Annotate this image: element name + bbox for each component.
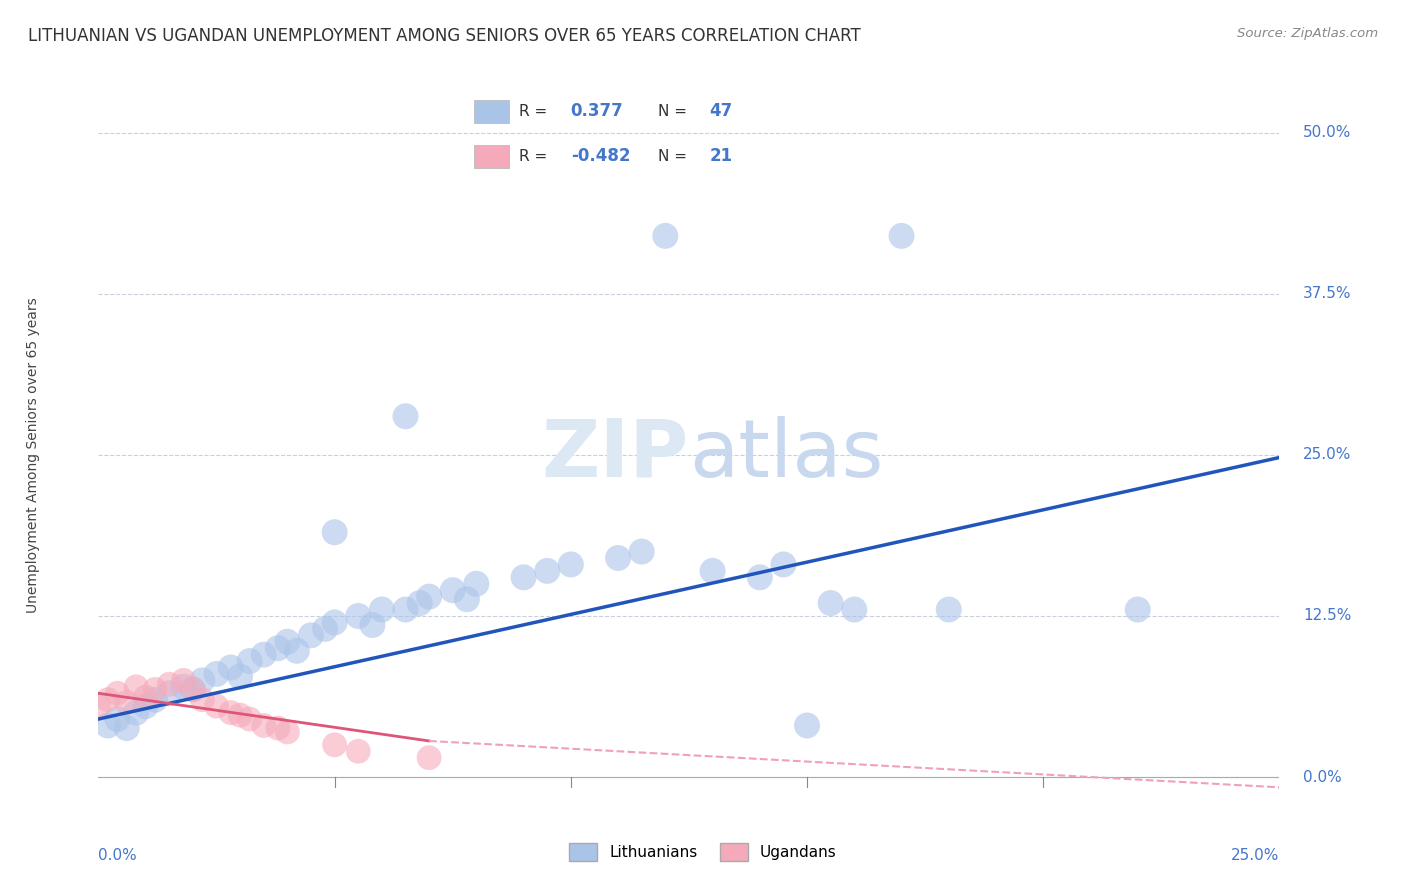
Point: [654, 228, 676, 243]
Text: 0.0%: 0.0%: [98, 848, 138, 863]
Point: [219, 660, 242, 674]
Point: [105, 712, 128, 726]
Text: 0.0%: 0.0%: [1303, 770, 1341, 785]
Point: [191, 673, 214, 688]
Text: 0.377: 0.377: [571, 103, 623, 120]
Point: [191, 692, 214, 706]
Point: [143, 682, 166, 697]
Point: [323, 738, 346, 752]
Point: [772, 558, 794, 572]
FancyBboxPatch shape: [474, 100, 509, 123]
Point: [560, 558, 582, 572]
Point: [418, 750, 440, 764]
Point: [205, 667, 228, 681]
Legend: Lithuanians, Ugandans: Lithuanians, Ugandans: [564, 837, 842, 867]
Point: [938, 602, 960, 616]
Point: [239, 654, 262, 668]
Point: [1126, 602, 1149, 616]
Text: -0.482: -0.482: [571, 147, 630, 165]
Point: [890, 228, 912, 243]
Text: 21: 21: [710, 147, 733, 165]
Point: [371, 602, 394, 616]
Point: [205, 699, 228, 714]
Point: [125, 680, 148, 694]
Point: [181, 682, 204, 697]
Point: [276, 725, 298, 739]
Point: [87, 699, 110, 714]
Point: [285, 644, 308, 658]
Text: 12.5%: 12.5%: [1303, 608, 1351, 624]
Point: [115, 721, 138, 735]
Text: 37.5%: 37.5%: [1303, 286, 1351, 301]
Text: Source: ZipAtlas.com: Source: ZipAtlas.com: [1237, 27, 1378, 40]
Point: [512, 570, 534, 584]
Point: [229, 669, 252, 683]
Point: [408, 596, 430, 610]
Point: [607, 551, 630, 566]
Point: [456, 592, 478, 607]
Point: [115, 695, 138, 709]
Text: LITHUANIAN VS UGANDAN UNEMPLOYMENT AMONG SENIORS OVER 65 YEARS CORRELATION CHART: LITHUANIAN VS UGANDAN UNEMPLOYMENT AMONG…: [28, 27, 860, 45]
Point: [314, 622, 336, 636]
Point: [219, 706, 242, 720]
Point: [276, 634, 298, 648]
Text: atlas: atlas: [689, 416, 883, 494]
Point: [630, 544, 652, 558]
FancyBboxPatch shape: [474, 145, 509, 168]
Point: [323, 615, 346, 630]
Point: [267, 641, 290, 656]
Point: [796, 718, 818, 732]
Point: [239, 712, 262, 726]
Point: [418, 590, 440, 604]
Point: [536, 564, 558, 578]
Text: 47: 47: [710, 103, 733, 120]
Point: [361, 618, 384, 632]
Point: [323, 525, 346, 540]
Point: [702, 564, 724, 578]
Point: [97, 718, 120, 732]
Text: ZIP: ZIP: [541, 416, 689, 494]
Point: [157, 686, 180, 700]
Point: [820, 596, 842, 610]
Point: [157, 677, 180, 691]
Text: 25.0%: 25.0%: [1232, 848, 1279, 863]
Point: [181, 682, 204, 697]
Point: [347, 744, 370, 758]
Point: [394, 409, 416, 424]
Point: [125, 706, 148, 720]
Text: N =: N =: [658, 103, 688, 119]
Point: [748, 570, 770, 584]
Point: [143, 692, 166, 706]
Point: [253, 718, 276, 732]
Text: R =: R =: [519, 103, 547, 119]
Point: [172, 673, 194, 688]
Point: [394, 602, 416, 616]
Point: [844, 602, 866, 616]
Text: Unemployment Among Seniors over 65 years: Unemployment Among Seniors over 65 years: [27, 297, 41, 613]
Point: [267, 721, 290, 735]
Point: [172, 680, 194, 694]
Point: [465, 576, 488, 591]
Point: [97, 692, 120, 706]
Point: [347, 609, 370, 624]
Point: [105, 686, 128, 700]
Point: [253, 648, 276, 662]
Text: 25.0%: 25.0%: [1303, 448, 1351, 462]
Point: [441, 583, 464, 598]
Point: [135, 699, 157, 714]
Text: N =: N =: [658, 149, 688, 164]
Point: [135, 690, 157, 705]
Point: [229, 708, 252, 723]
Point: [299, 628, 322, 642]
Text: R =: R =: [519, 149, 547, 164]
Text: 50.0%: 50.0%: [1303, 125, 1351, 140]
